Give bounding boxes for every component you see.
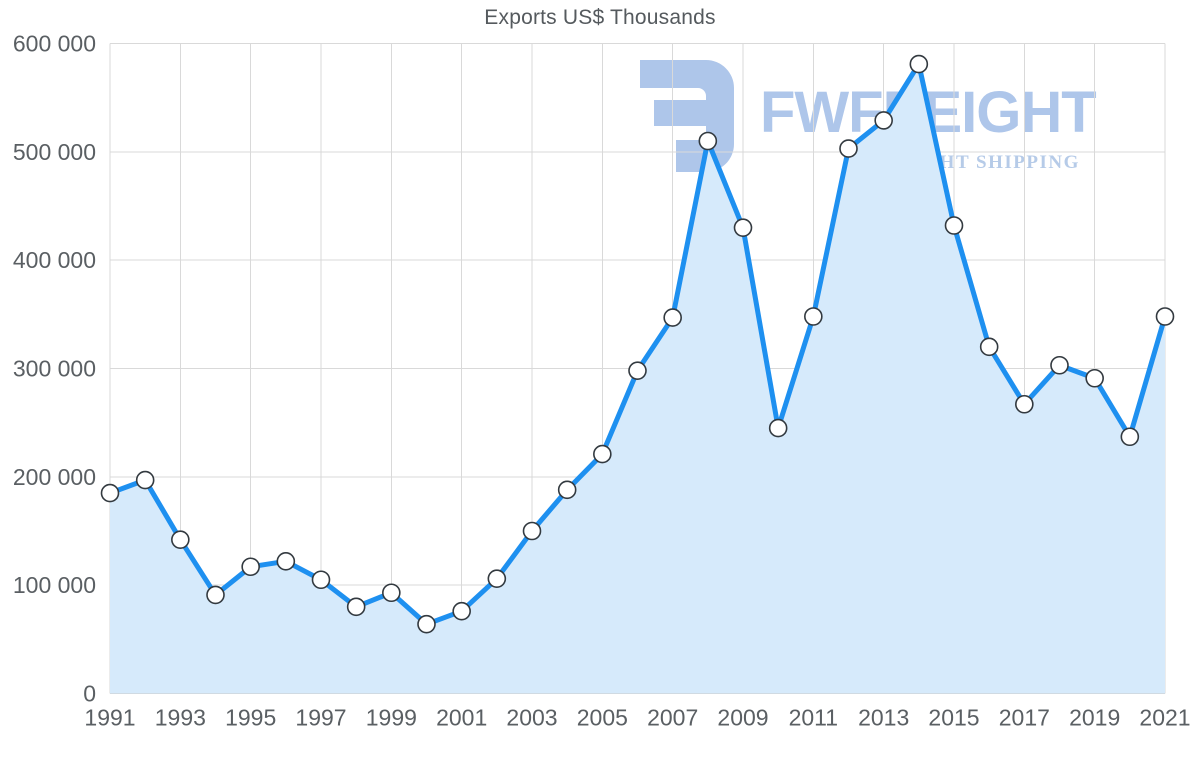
x-tick-label: 2009 bbox=[717, 705, 768, 731]
data-point-marker[interactable] bbox=[1120, 427, 1140, 447]
y-tick-label: 400 000 bbox=[13, 247, 96, 273]
data-point-marker[interactable] bbox=[171, 530, 190, 549]
data-point-marker[interactable] bbox=[452, 601, 471, 621]
y-tick-label: 200 000 bbox=[13, 464, 96, 490]
data-point-marker[interactable] bbox=[874, 111, 893, 130]
series-markers bbox=[100, 54, 1175, 634]
x-tick-label: 2015 bbox=[928, 705, 979, 731]
data-point-marker[interactable] bbox=[346, 597, 366, 617]
x-tick-label: 2017 bbox=[999, 705, 1050, 731]
data-point-marker[interactable] bbox=[839, 139, 858, 158]
x-tick-label: 2011 bbox=[789, 705, 838, 731]
y-axis-tick-labels: 0 100 000 200 000 300 000 400 000 500 000 600 … bbox=[13, 31, 96, 707]
data-point-marker[interactable] bbox=[593, 444, 612, 464]
data-point-marker[interactable] bbox=[804, 307, 823, 326]
x-tick-label: 1993 bbox=[155, 705, 206, 731]
x-tick-label: 2021 bbox=[1139, 705, 1190, 731]
x-tick-label: 2003 bbox=[506, 705, 557, 731]
y-tick-label: 300 000 bbox=[13, 356, 96, 382]
x-tick-label: 2013 bbox=[858, 705, 909, 731]
data-point-marker[interactable] bbox=[1015, 394, 1034, 414]
x-tick-label: 2007 bbox=[647, 705, 698, 731]
x-tick-label: 2005 bbox=[577, 705, 628, 731]
data-point-marker[interactable] bbox=[276, 552, 296, 571]
data-point-marker[interactable] bbox=[1155, 307, 1175, 326]
data-point-marker[interactable] bbox=[382, 583, 401, 603]
data-point-marker[interactable] bbox=[944, 216, 964, 235]
x-tick-label: 1991 bbox=[84, 705, 135, 731]
data-point-marker[interactable] bbox=[487, 569, 507, 588]
x-tick-label: 1995 bbox=[225, 705, 276, 731]
data-point-marker[interactable] bbox=[979, 337, 999, 357]
data-point-marker[interactable] bbox=[557, 480, 577, 500]
data-point-marker[interactable] bbox=[733, 218, 753, 237]
x-tick-label: 1999 bbox=[366, 705, 417, 731]
chart-title: Exports US$ Thousands bbox=[484, 6, 716, 29]
data-point-marker[interactable] bbox=[1050, 355, 1069, 375]
y-tick-label: 100 000 bbox=[13, 572, 96, 598]
y-tick-label: 500 000 bbox=[13, 139, 96, 165]
y-tick-label: 600 000 bbox=[13, 31, 96, 57]
data-point-marker[interactable] bbox=[100, 483, 120, 503]
x-tick-label: 2001 bbox=[436, 705, 487, 731]
data-point-marker[interactable] bbox=[135, 470, 155, 490]
data-point-marker[interactable] bbox=[311, 570, 331, 590]
data-point-marker[interactable] bbox=[909, 54, 929, 74]
data-point-marker[interactable] bbox=[206, 585, 225, 605]
data-point-marker[interactable] bbox=[628, 361, 647, 380]
data-point-marker[interactable] bbox=[663, 308, 682, 327]
x-axis-tick-labels: 1991 1993 1995 1997 1999 2001 2003 2005 2007 2009… bbox=[84, 705, 1190, 731]
data-point-marker[interactable] bbox=[241, 557, 260, 577]
x-tick-label: 2019 bbox=[1069, 705, 1120, 731]
y-tick-label: 0 bbox=[83, 681, 96, 707]
data-point-marker[interactable] bbox=[522, 521, 542, 541]
data-point-marker[interactable] bbox=[698, 131, 718, 151]
data-point-marker[interactable] bbox=[1085, 368, 1104, 388]
x-tick-label: 1997 bbox=[295, 705, 346, 731]
data-point-marker[interactable] bbox=[417, 614, 436, 634]
data-point-marker[interactable] bbox=[768, 418, 788, 438]
